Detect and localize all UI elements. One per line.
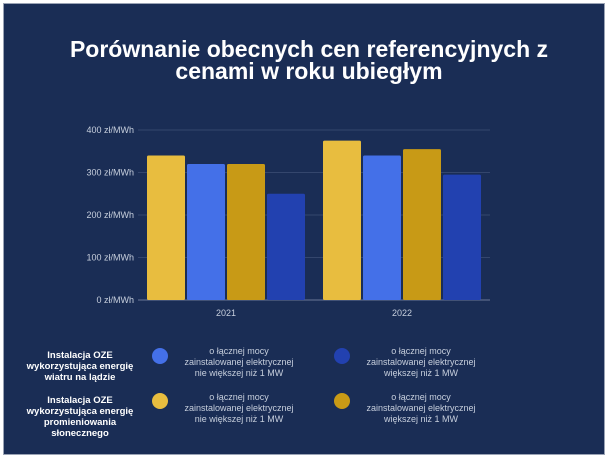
legend-dot-solar-large [334,393,350,409]
bar-chart: 0 zł/MWh 100 zł/MWh 200 zł/MWh 300 zł/MWh 40… [86,125,490,318]
y-tick-label: 100 zł/MWh [86,253,134,263]
bar [403,149,441,300]
x-category-label: 2021 [216,308,236,318]
legend-dot-wind-small [152,348,168,364]
legend-label-wind-small: o łącznej mocy zainstalowanej elektryczn… [184,346,294,378]
legend-dot-wind-large [334,348,350,364]
y-tick-label: 200 zł/MWh [86,210,134,220]
x-category-label: 2022 [392,308,412,318]
legend-label-solar-large: o łącznej mocy zainstalowanej elektryczn… [366,392,476,424]
y-tick-label: 400 zł/MWh [86,125,134,135]
y-tick-label: 300 zł/MWh [86,168,134,178]
y-tick-label: 0 zł/MWh [96,295,134,305]
legend-group-title-solar: Instalacja OZE wykorzystująca energię pr… [26,395,134,439]
bar [443,174,481,300]
chart-frame: Porównanie obecnych cen referencyjnych z… [3,3,605,455]
legend-group-title-wind: Instalacja OZE wykorzystująca energię wi… [26,350,134,383]
legend-label-wind-large: o łącznej mocy zainstalowanej elektryczn… [366,346,476,378]
bar [227,164,265,300]
bar [147,155,185,300]
bar [267,193,305,300]
bar [363,155,401,300]
bar [187,164,225,300]
legend-label-solar-small: o łącznej mocy zainstalowanej elektryczn… [184,392,294,424]
chart-title: Porównanie obecnych cen referencyjnych z… [69,36,549,84]
bar [323,140,361,300]
legend-dot-solar-small [152,393,168,409]
